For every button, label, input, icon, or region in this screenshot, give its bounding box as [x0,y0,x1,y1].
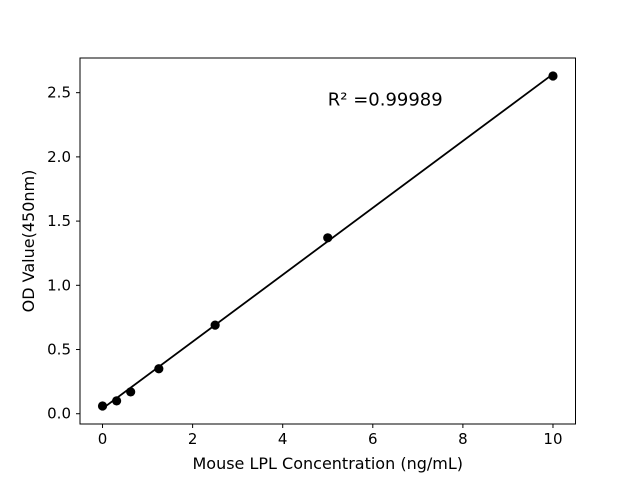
data-point [548,71,558,81]
x-tick-label: 0 [98,430,108,448]
x-tick-label: 4 [278,430,288,448]
data-point [323,233,333,243]
y-tick-label: 0.0 [47,405,71,423]
x-axis-label: Mouse LPL Concentration (ng/mL) [192,454,463,473]
data-point [154,364,164,374]
data-point [97,401,108,411]
y-tick-label: 1.5 [47,212,71,230]
y-tick-label: 0.5 [47,341,71,359]
x-tick-label: 10 [543,430,562,448]
y-tick-label: 2.5 [47,84,71,102]
data-point [210,320,220,330]
data-point [112,396,122,406]
data-point [126,387,136,397]
axis-ticks: 0 2 4 6 8 10 0.0 0.5 1.0 1.5 2.0 2.5 [47,84,562,448]
y-tick-label: 2.0 [47,148,71,166]
x-tick-label: 2 [188,430,198,448]
x-tick-label: 6 [368,430,378,448]
axes-spines [79,57,576,425]
y-axis-label: OD Value(450nm) [19,170,38,313]
data-series [97,71,558,411]
x-tick-label: 8 [458,430,468,448]
y-tick-label: 1.0 [47,276,71,294]
r-squared-annotation: R² =0.99989 [328,90,443,111]
